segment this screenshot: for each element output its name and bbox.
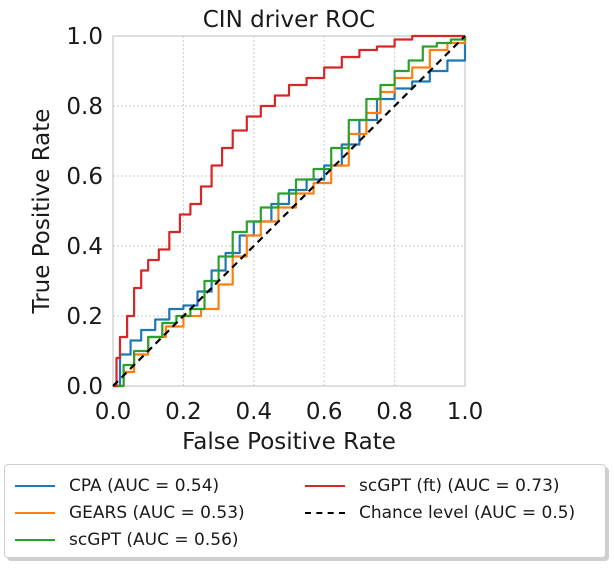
legend-label-cpa: CPA (AUC = 0.54) — [69, 476, 220, 496]
x-tick-label: 0.8 — [376, 399, 413, 425]
x-tick-label: 1.0 — [447, 399, 484, 425]
y-tick-label: 0.0 — [66, 374, 103, 400]
grid — [113, 36, 465, 386]
legend-swatch-chance — [305, 512, 345, 514]
legend-item-scgpt: scGPT (AUC = 0.56) — [15, 529, 239, 551]
legend-label-scgpt: scGPT (AUC = 0.56) — [69, 530, 239, 550]
y-tick-label: 0.6 — [66, 164, 103, 190]
legend-item-chance: Chance level (AUC = 0.5) — [305, 502, 575, 524]
y-tick-labels: 0.0 0.2 0.4 0.6 0.8 1.0 — [66, 24, 103, 400]
y-tick-label: 1.0 — [66, 24, 103, 50]
legend-label-gears: GEARS (AUC = 0.53) — [69, 503, 245, 523]
y-tick-label: 0.4 — [66, 234, 103, 260]
legend-label-chance: Chance level (AUC = 0.5) — [359, 503, 576, 523]
x-tick-label: 0.2 — [165, 399, 202, 425]
legend-swatch-scgpt-ft — [305, 485, 345, 487]
legend: CPA (AUC = 0.54) GEARS (AUC = 0.53) scGP… — [4, 464, 606, 558]
x-tick-label: 0.0 — [95, 399, 132, 425]
legend-item-gears: GEARS (AUC = 0.53) — [15, 502, 245, 524]
legend-item-cpa: CPA (AUC = 0.54) — [15, 475, 219, 497]
legend-item-scgpt-ft: scGPT (ft) (AUC = 0.73) — [305, 475, 560, 497]
y-tick-label: 0.8 — [66, 94, 103, 120]
x-axis-label: False Positive Rate — [182, 429, 396, 455]
x-tick-labels: 0.0 0.2 0.4 0.6 0.8 1.0 — [95, 399, 484, 425]
scgpt-roc-line — [113, 36, 467, 388]
y-axis-label: True Positive Rate — [29, 109, 55, 315]
series-lines — [112, 34, 467, 388]
x-tick-label: 0.6 — [306, 399, 343, 425]
chart-title: CIN driver ROC — [203, 7, 375, 33]
y-tick-label: 0.2 — [66, 304, 103, 330]
roc-chart: CIN driver ROC 0.0 0.2 0.4 0.6 0.8 1.0 0.0 0.2… — [29, 7, 484, 455]
legend-swatch-gears — [15, 512, 55, 514]
x-tick-label: 0.4 — [236, 399, 273, 425]
legend-label-scgpt-ft: scGPT (ft) (AUC = 0.73) — [359, 476, 560, 496]
scgpt-ft-roc-line — [113, 34, 465, 388]
chance-level-line — [112, 35, 466, 387]
legend-swatch-scgpt — [15, 539, 55, 541]
legend-swatch-cpa — [15, 485, 55, 487]
